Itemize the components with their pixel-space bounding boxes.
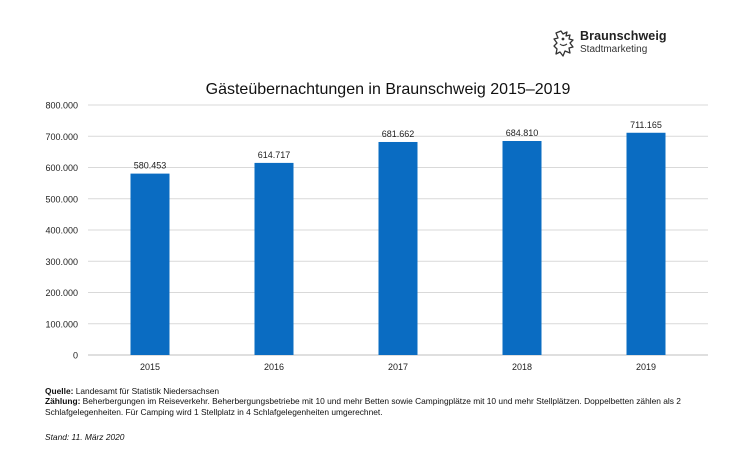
data-label-2015: 580.453 (134, 161, 167, 171)
count-note: Zählung: Beherbergungen im Reiseverkehr.… (45, 396, 745, 417)
brand-logo: Braunschweig Stadtmarketing (552, 28, 692, 62)
x-tick-label-2018: 2018 (512, 362, 532, 372)
y-tick-label: 400.000 (45, 226, 78, 236)
data-labels: 580.453 614.717 681.662 684.810 711.165 (134, 120, 662, 171)
x-tick-label-2015: 2015 (140, 362, 160, 372)
bar-2017 (378, 141, 418, 355)
source-label: Quelle: (45, 386, 74, 396)
data-label-2016: 614.717 (258, 150, 291, 160)
bar-chart: Gästeübernachtungen in Braunschweig 2015… (45, 81, 708, 372)
x-tick-label-2016: 2016 (264, 362, 284, 372)
x-tick-label-2017: 2017 (388, 362, 408, 372)
y-tick-label: 200.000 (45, 288, 78, 298)
y-axis-tick-labels: 0 100.000 200.000 300.000 400.000 500.000 600.… (45, 101, 78, 361)
source-text: Landesamt für Statistik Niedersachsen (73, 386, 220, 396)
bar-2016 (254, 162, 294, 355)
x-axis-tick-labels: 2015 2016 2017 2018 2019 (140, 362, 656, 372)
y-tick-label: 300.000 (45, 257, 78, 267)
data-label-2018: 684.810 (506, 128, 539, 138)
chart-title: Gästeübernachtungen in Braunschweig 2015… (206, 81, 571, 98)
data-label-2019: 711.165 (630, 120, 662, 130)
y-tick-label: 700.000 (45, 132, 78, 142)
y-tick-label: 0 (73, 351, 78, 361)
data-label-2017: 681.662 (382, 129, 415, 139)
y-tick-label: 100.000 (45, 319, 78, 329)
stand-date: Stand: 11. März 2020 (45, 432, 125, 442)
bar-2019 (626, 132, 666, 355)
bar-2015 (130, 173, 170, 355)
bars (130, 132, 666, 355)
count-label: Zählung: (45, 396, 81, 407)
chart-notes: Quelle: Landesamt für Statistik Niedersa… (45, 386, 745, 417)
logo-subtitle: Stadtmarketing (580, 44, 648, 55)
bar-2018 (502, 140, 542, 355)
x-tick-label-2019: 2019 (636, 362, 656, 372)
logo-name: Braunschweig (580, 29, 667, 43)
lion-crest-icon (553, 30, 574, 57)
y-tick-label: 600.000 (45, 163, 78, 173)
source-note: Quelle: Landesamt für Statistik Niedersa… (45, 386, 745, 396)
y-tick-label: 800.000 (45, 101, 78, 111)
y-tick-label: 500.000 (45, 194, 78, 204)
count-text: Beherbergungen im Reiseverkehr. Beherber… (45, 396, 681, 417)
